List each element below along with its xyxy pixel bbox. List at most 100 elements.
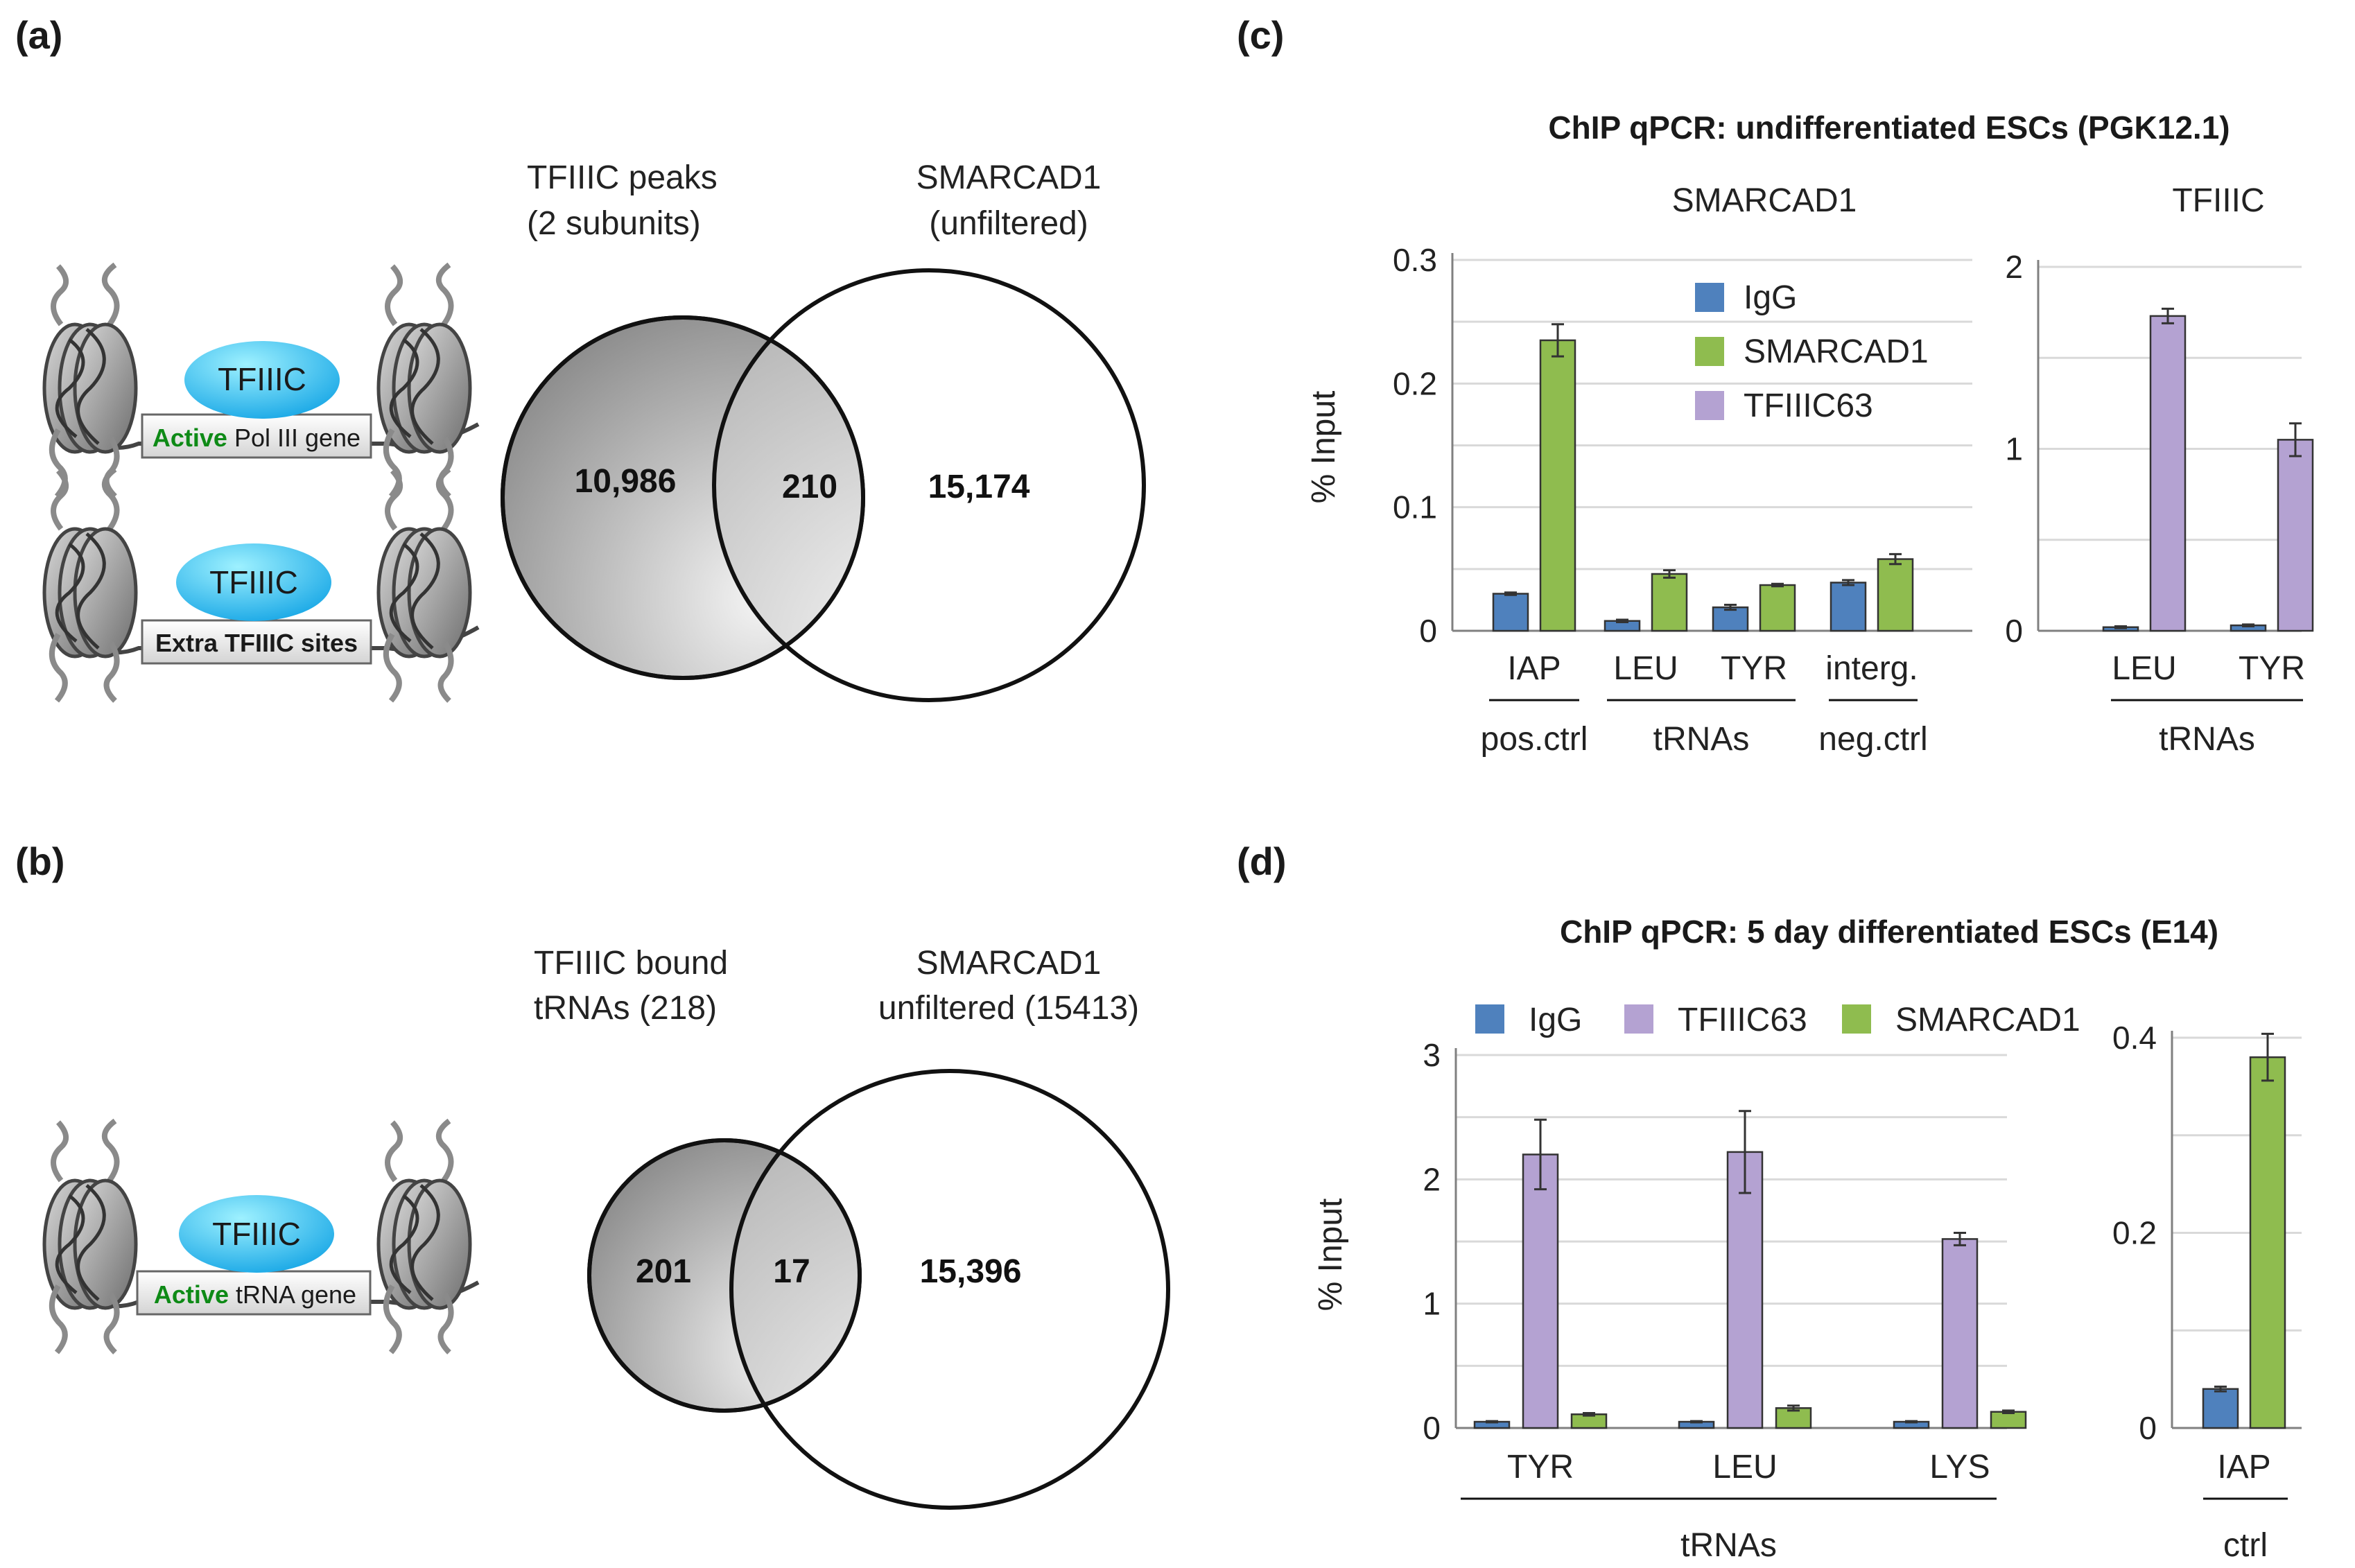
- c-tfiiic-group-label: tRNAs: [2159, 721, 2255, 758]
- c-tfiiic-ytick: 0: [2005, 613, 2023, 649]
- gene-box: [136, 1270, 372, 1316]
- c-smarcad1-group-label: tRNAs: [1653, 721, 1750, 758]
- d-ctrl-bar-smarcad1-iap: [2249, 1056, 2286, 1429]
- nucleosome-icon: [379, 1121, 470, 1352]
- c-smarcad1-legend-label: IgG: [1744, 279, 1797, 316]
- venn-b-overlap-count: 17: [773, 1253, 810, 1290]
- d-ctrl-category-label: IAP: [2217, 1449, 2270, 1486]
- c-tfiiic-bar-tfiiic63-tyr: [2277, 439, 2314, 632]
- d-trnas-bar-tfiiic63-leu: [1726, 1151, 1764, 1429]
- c-smarcad1-errorbar: [1889, 552, 1902, 566]
- c-smarcad1-errorbar: [1663, 569, 1676, 579]
- chart-c-smarcad1: SMARCAD1 % Input 0 0.1 0.2 0.3 IAP LEU TYR interg…: [1305, 182, 1972, 758]
- c-smarcad1-legend-label: TFIIIC63: [1744, 387, 1873, 424]
- panel-b-venn: TFIIIC bound tRNAs (218) SMARCAD1 unfilt…: [534, 945, 1170, 1510]
- gene-box: [141, 413, 372, 459]
- d-trnas-bar-tfiiic63-tyr: [1522, 1153, 1559, 1429]
- gene-prefix: Active: [153, 424, 227, 452]
- d-trnas-legend-swatch: [1842, 1004, 1871, 1034]
- c-smarcad1-errorbar: [1771, 582, 1784, 588]
- gene-label: Extra TFIIIC sites: [155, 629, 358, 657]
- d-trnas-legend-label: TFIIIC63: [1678, 1002, 1807, 1038]
- gene-label: Active tRNA gene: [154, 1280, 356, 1309]
- c-tfiiic-errorbar: [2162, 307, 2174, 324]
- d-trnas-errorbar: [1534, 1118, 1547, 1191]
- c-smarcad1-errorbar: [1724, 604, 1737, 611]
- c-smarcad1-ytick: 0.1: [1393, 489, 1437, 525]
- venn-a-right-title-1: SMARCAD1: [916, 159, 1102, 196]
- chart-d-title: ChIP qPCR: 5 day differentiated ESCs (E1…: [1560, 914, 2218, 950]
- venn-b-right-title-2: unfiltered (15413): [878, 990, 1139, 1027]
- panel-a-venn: TFIIIC peaks (2 subunits) SMARCAD1 (unfi…: [501, 159, 1146, 702]
- d-trnas-category-label: LEU: [1712, 1449, 1777, 1486]
- c-smarcad1-bar-igg-interg: [1830, 582, 1867, 632]
- d-trnas-errorbar: [1954, 1231, 1966, 1246]
- c-tfiiic-category-label: TYR: [2239, 650, 2305, 687]
- d-trnas-ytick: 0: [1423, 1410, 1441, 1446]
- venn-a-right-count: 15,174: [928, 469, 1030, 505]
- c-smarcad1-category-label: IAP: [1507, 650, 1561, 687]
- venn-b-left-count: 201: [636, 1253, 691, 1290]
- nucleosome-icon: [379, 265, 470, 496]
- d-trnas-ytick: 3: [1423, 1037, 1441, 1073]
- c-tfiiic-errorbar: [2242, 623, 2254, 627]
- panel-b-diagram: TFIIIC Active tRNA gene: [44, 1121, 480, 1352]
- panel-a-diagram-bottom: TFIIIC Extra TFIIIC sites: [44, 469, 480, 701]
- c-tfiiic-errorbar: [2114, 625, 2127, 629]
- c-smarcad1-bar-smarcad1-tyr: [1759, 584, 1796, 632]
- c-tfiiic-category-label: LEU: [2112, 650, 2176, 687]
- d-ctrl-errorbar: [2214, 1385, 2227, 1393]
- venn-b-right-count: 15,396: [920, 1253, 1022, 1290]
- d-trnas-errorbar: [1486, 1420, 1498, 1424]
- c-tfiiic-ytick: 2: [2005, 249, 2023, 285]
- d-trnas-errorbar: [1905, 1420, 1918, 1424]
- panel-c-label: (c): [1237, 13, 1284, 57]
- d-trnas-ylabel: % Input: [1312, 1199, 1349, 1312]
- c-smarcad1-errorbar: [1552, 323, 1564, 358]
- panel-b-label: (b): [15, 839, 65, 883]
- protein-label: TFIIIC: [209, 564, 298, 600]
- nucleosome-icon: [44, 469, 136, 701]
- d-ctrl-ytick: 0: [2139, 1410, 2157, 1446]
- d-trnas-errorbar: [2002, 1409, 2015, 1414]
- venn-b-left-title-1: TFIIIC bound: [534, 945, 728, 982]
- d-trnas-ytick: 1: [1423, 1286, 1441, 1322]
- protein-label: TFIIIC: [212, 1216, 301, 1252]
- c-smarcad1-ytick: 0.2: [1393, 365, 1437, 401]
- panel-a-diagram-top: TFIIIC Active Pol III gene: [44, 265, 480, 496]
- c-tfiiic-errorbar: [2289, 422, 2302, 458]
- c-smarcad1-category-label: interg.: [1825, 650, 1918, 687]
- c-smarcad1-bar-smarcad1-iap: [1539, 339, 1576, 632]
- d-ctrl-errorbar: [2261, 1032, 2274, 1082]
- d-trnas-legend-swatch: [1624, 1004, 1653, 1034]
- c-smarcad1-legend-swatch: [1695, 337, 1724, 366]
- c-smarcad1-errorbar: [1504, 591, 1517, 596]
- c-smarcad1-group-label: pos.ctrl: [1481, 721, 1588, 758]
- gene-prefix: Active: [154, 1280, 229, 1309]
- d-ctrl-ytick: 0.2: [2112, 1215, 2157, 1251]
- venn-a-right-circle: [712, 268, 1146, 702]
- venn-a-left-count: 10,986: [575, 463, 677, 500]
- d-trnas-ytick: 2: [1423, 1161, 1441, 1197]
- tfiiic-protein-icon: [184, 341, 340, 419]
- c-smarcad1-bar-igg-tyr: [1712, 606, 1749, 632]
- panel-a-label: (a): [15, 13, 62, 57]
- venn-a-left-title-2: (2 subunits): [527, 205, 701, 242]
- d-trnas-category-label: LYS: [1929, 1449, 1990, 1486]
- c-smarcad1-legend-swatch: [1695, 283, 1724, 312]
- protein-label: TFIIIC: [218, 361, 306, 397]
- c-smarcad1-ytick: 0.3: [1393, 242, 1437, 278]
- c-smarcad1-bar-smarcad1-interg: [1877, 558, 1914, 632]
- d-trnas-errorbar: [1690, 1420, 1703, 1424]
- d-trnas-bar-smarcad1-lys: [1990, 1411, 2027, 1429]
- c-smarcad1-bar-smarcad1-leu: [1651, 573, 1688, 632]
- c-smarcad1-subtitle: SMARCAD1: [1672, 182, 1857, 219]
- venn-b-right-circle: [729, 1069, 1170, 1510]
- d-ctrl-ytick: 0.4: [2112, 1020, 2157, 1056]
- d-trnas-bar-tfiiic63-lys: [1941, 1238, 1979, 1429]
- gene-rest: tRNA gene: [229, 1280, 356, 1309]
- nucleosome-icon: [44, 265, 136, 496]
- venn-a-left-title-1: TFIIIC peaks: [527, 159, 718, 196]
- tfiiic-protein-icon: [179, 1195, 334, 1273]
